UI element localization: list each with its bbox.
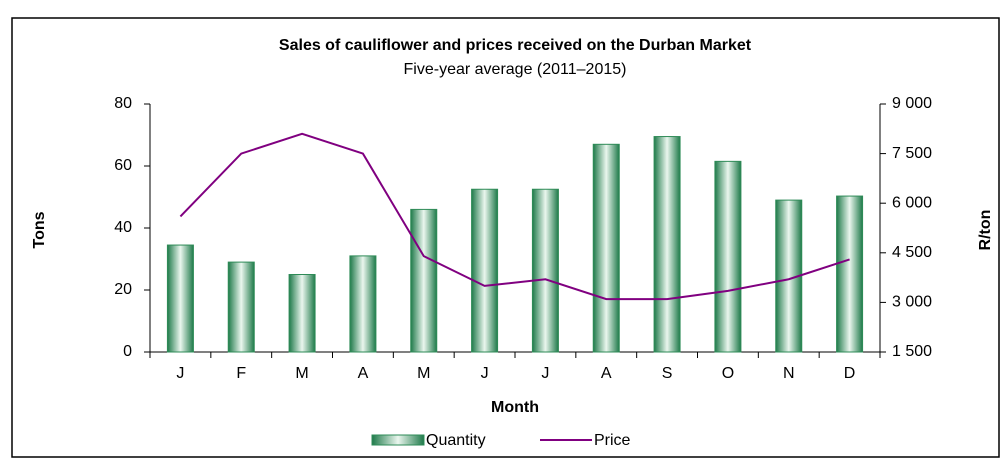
x-axis-label: Month [491,399,539,416]
bar [410,208,438,353]
legend-label: Quantity [426,432,486,449]
y2-tick-label: 6 000 [892,194,932,211]
y-axis-label: Tons [31,211,48,248]
bar [836,195,864,353]
legend-label: Price [594,432,631,449]
x-tick-label: A [601,365,612,382]
y2-tick-label: 4 500 [892,244,932,261]
chart-subtitle: Five-year average (2011–2015) [404,61,627,78]
y-tick-label: 20 [114,281,132,298]
bar [714,160,742,353]
y2-tick-label: 7 500 [892,145,932,162]
x-tick-label: A [358,365,369,382]
y2-tick-label: 9 000 [892,95,932,112]
y-tick-label: 0 [123,343,132,360]
y2-tick-label: 3 000 [892,294,932,311]
x-tick-label: J [481,365,489,382]
bar [166,244,194,353]
bar [653,136,681,353]
bar [471,188,499,353]
chart-title: Sales of cauliflower and prices received… [279,37,752,54]
y-tick-label: 60 [114,157,132,174]
y2-axis-label: R/ton [977,210,994,251]
bar [531,188,559,353]
legend-swatch [371,434,425,446]
bar [349,255,377,353]
x-tick-label: O [722,365,734,382]
y-tick-label: 80 [114,95,132,112]
x-tick-label: S [662,365,673,382]
x-tick-label: J [176,365,184,382]
x-tick-label: D [844,365,856,382]
x-tick-label: M [417,365,430,382]
bar [592,143,620,353]
bar [227,261,255,353]
x-tick-label: J [541,365,549,382]
x-tick-label: N [783,365,795,382]
bar [288,274,316,353]
price-line [179,132,850,301]
y-tick-label: 40 [114,219,132,236]
chart-border [11,17,1000,458]
y2-tick-label: 1 500 [892,343,932,360]
x-tick-label: M [295,365,308,382]
x-tick-label: F [236,365,246,382]
